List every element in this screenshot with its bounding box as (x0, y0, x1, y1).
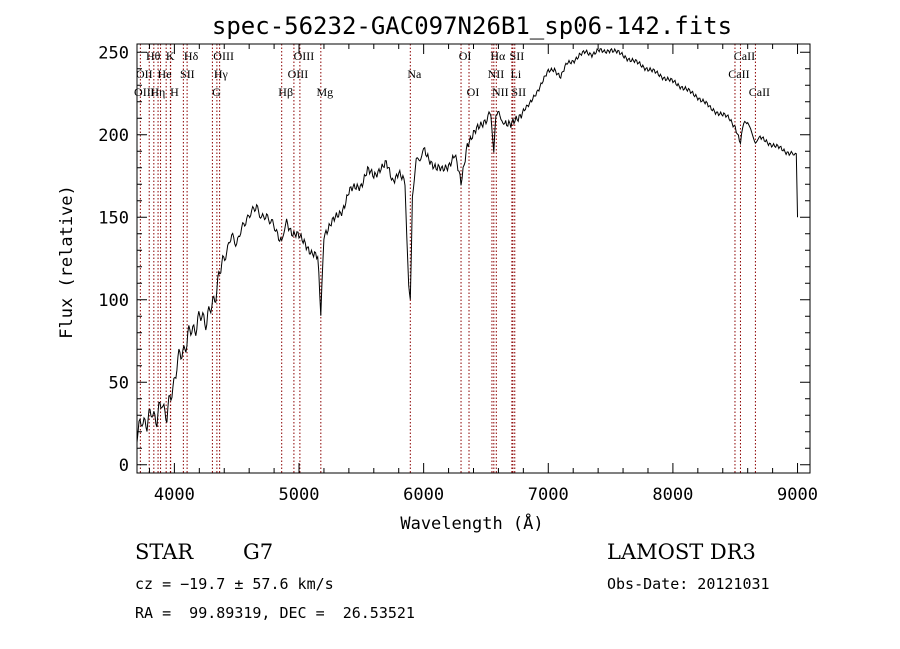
line-label-22: Hβ (278, 85, 293, 99)
line-label-1: K (166, 49, 175, 63)
chart-title: spec-56232-GAC097N26B1_sp06-142.fits (212, 12, 732, 40)
line-label-12: Hγ (214, 67, 229, 81)
line-label-18: OIII (134, 85, 155, 99)
line-label-16: Li (511, 67, 522, 81)
x-tick-label-4: 8000 (652, 485, 693, 505)
object-subclass: G7 (243, 540, 274, 564)
line-label-14: Na (407, 67, 422, 81)
line-label-10: He (158, 67, 172, 81)
line-label-0: Hθ (146, 49, 161, 63)
line-label-25: NII (492, 85, 509, 99)
x-tick-label-2: 6000 (403, 485, 444, 505)
x-axis-label: Wavelength (Å) (400, 512, 543, 534)
y-tick-label-0: 0 (119, 456, 129, 476)
line-label-9: OII (136, 67, 153, 81)
spectrum-line-0 (136, 47, 798, 443)
y-axis-label: Flux (relative) (57, 185, 77, 339)
y-tick-label-4: 200 (98, 126, 129, 146)
obs-date: Obs-Date: 20121031 (607, 575, 770, 593)
line-label-7: SII (510, 49, 525, 63)
line-label-27: CaII (749, 85, 770, 99)
y-tick-label-5: 250 (98, 43, 129, 63)
spectral-line-markers (139, 44, 756, 473)
line-label-6: Hα (490, 49, 506, 63)
line-label-2: Hδ (184, 49, 199, 63)
line-label-8: CaII (734, 49, 755, 63)
y-tick-label-2: 100 (98, 291, 129, 311)
redshift-text: cz = −19.7 ± 57.6 km/s (135, 575, 334, 593)
line-label-15: NII (488, 67, 505, 81)
x-tick-label-1: 5000 (279, 485, 320, 505)
line-label-13: OIII (288, 67, 309, 81)
object-class: STAR (135, 540, 194, 564)
line-label-17: CaII (728, 67, 749, 81)
x-tick-label-0: 4000 (154, 485, 195, 505)
survey-label: LAMOST DR3 (607, 540, 756, 564)
x-tick-label-5: 9000 (777, 485, 818, 505)
y-tick-label-3: 150 (98, 208, 129, 228)
line-label-4: OIII (294, 49, 315, 63)
line-label-20: H (170, 85, 179, 99)
line-label-11: SII (180, 67, 195, 81)
axis-ticks: 4000 5000 6000 7000 8000 9000 0 50 100 150 200 250 (98, 43, 818, 505)
x-tick-label-3: 7000 (528, 485, 569, 505)
line-label-23: Mg (316, 85, 333, 99)
line-label-5: OI (459, 49, 472, 63)
line-label-21: G (212, 85, 221, 99)
line-label-19: Hη (150, 85, 165, 99)
spectral-line-labels: Hθ K Hδ OIII OIII OI Hα SII CaII OII He SII Hγ OIII Na… (134, 49, 770, 99)
line-label-3: OIII (213, 49, 234, 63)
coordinates: RA = 99.89319, DEC = 26.53521 (135, 604, 415, 622)
y-tick-label-1: 50 (109, 373, 129, 393)
line-label-26: SII (511, 85, 526, 99)
spectrum-series (136, 47, 798, 443)
plot-frame (136, 43, 811, 474)
line-label-24: OI (467, 85, 480, 99)
